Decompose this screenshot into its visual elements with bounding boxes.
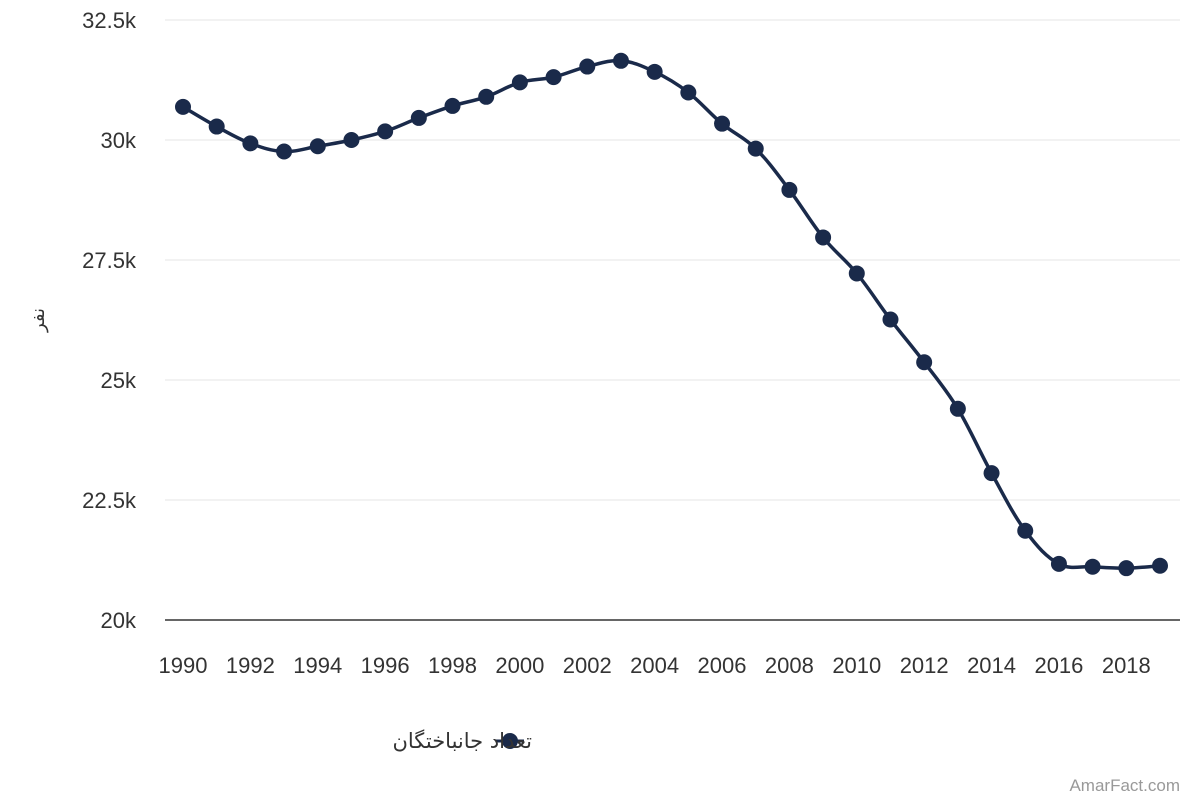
y-tick-label: 25k [101,368,137,393]
y-tick-label: 20k [101,608,137,633]
y-axis-ticks: 20k 22.5k 25k 27.5k 30k 32.5k [82,8,137,633]
data-points [175,52,1168,577]
x-tick-label: 1994 [293,653,342,678]
x-tick-label: 2002 [563,653,612,678]
x-tick-label: 2004 [630,653,679,678]
data-point-1995[interactable] [343,132,360,148]
data-point-2011[interactable] [882,311,899,328]
legend[interactable]: تعداد جانباختگان [392,729,532,753]
x-tick-label: 1998 [428,653,477,678]
series-line [181,58,1162,570]
legend-series-name: تعداد جانباختگان [392,729,532,753]
data-point-2006[interactable] [714,115,731,132]
x-tick-label: 2014 [967,653,1016,678]
data-point-1993[interactable] [276,143,293,160]
data-point-2019[interactable] [1152,557,1168,574]
y-tick-label: 32.5k [82,8,137,33]
x-tick-label: 2016 [1034,653,1083,678]
x-axis-ticks: 1990 1992 1994 1996 1998 2000 2002 2004 2006 2008… [159,653,1151,678]
data-point-2000[interactable] [511,74,528,91]
data-point-1997[interactable] [410,109,427,126]
x-tick-label: 1996 [361,653,410,678]
y-tick-label: 22.5k [82,488,137,513]
x-tick-label: 2000 [495,653,544,678]
data-point-2015[interactable] [1017,522,1034,539]
watermark: AmarFact.com [1069,776,1180,795]
y-axis-label: نفر [28,308,49,333]
data-point-1994[interactable] [309,138,326,155]
x-tick-label: 1990 [159,653,208,678]
data-point-1996[interactable] [377,123,394,140]
data-point-2007[interactable] [747,140,764,157]
data-point-2005[interactable] [680,84,697,101]
y-tick-label: 30k [101,128,137,153]
data-point-2004[interactable] [646,63,663,80]
y-tick-label: 27.5k [82,248,137,273]
data-point-2017[interactable] [1084,558,1101,575]
data-point-2014[interactable] [983,465,1000,482]
data-point-2010[interactable] [848,265,865,282]
data-point-2016[interactable] [1050,555,1067,572]
data-point-2008[interactable] [781,181,798,198]
x-tick-label: 2018 [1102,653,1151,678]
data-point-2003[interactable] [612,52,629,69]
data-point-1998[interactable] [444,97,461,114]
data-point-2018[interactable] [1118,560,1135,577]
data-point-2001[interactable] [545,69,562,86]
data-point-1991[interactable] [208,118,225,135]
data-point-1999[interactable] [478,88,495,105]
data-point-2002[interactable] [579,58,596,75]
x-tick-label: 1992 [226,653,275,678]
grid-lines [165,19,1180,621]
x-tick-label: 2008 [765,653,814,678]
data-point-1990[interactable] [175,98,191,115]
data-point-2012[interactable] [916,354,933,371]
x-tick-label: 2010 [832,653,881,678]
x-tick-label: 2012 [900,653,949,678]
data-point-2013[interactable] [949,400,966,417]
x-tick-label: 2006 [698,653,747,678]
data-point-1992[interactable] [242,135,259,152]
legend-point-marker [502,733,518,749]
data-point-2009[interactable] [815,229,832,246]
